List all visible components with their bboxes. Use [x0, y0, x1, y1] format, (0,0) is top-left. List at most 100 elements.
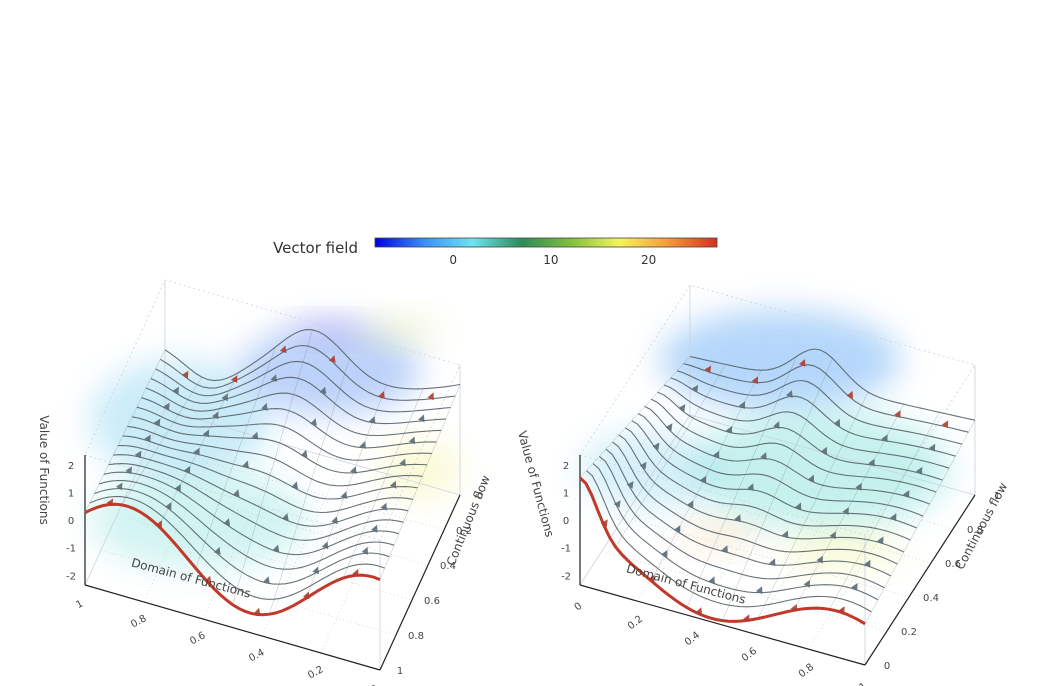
field-haze — [360, 315, 440, 345]
y-axis-line — [864, 494, 976, 666]
vector-arrow — [687, 500, 694, 509]
vector-arrow — [312, 566, 319, 575]
y-tick-label: 0.2 — [456, 526, 472, 537]
vector-arrow — [928, 443, 936, 452]
vector-arrow — [747, 483, 754, 491]
vector-arrow — [181, 370, 189, 379]
z-tick-label: 1 — [68, 488, 74, 499]
vector-arrow — [251, 431, 259, 440]
vector-arrow — [291, 481, 299, 490]
colorbar-tick-2: 20 — [641, 253, 656, 267]
vector-arrow — [652, 442, 660, 451]
vector-arrow — [144, 434, 151, 443]
vector-arrow — [756, 586, 763, 595]
field-haze — [90, 360, 270, 480]
vector-arrow — [221, 393, 228, 402]
x-tick-label: 0.4 — [683, 630, 702, 648]
vector-arrow — [380, 502, 387, 511]
vector-arrow — [214, 546, 221, 555]
x-tick-label: 0.8 — [797, 662, 816, 680]
field-haze — [380, 440, 460, 500]
y-tick-label: 0 — [477, 491, 483, 502]
z-tick-label: -2 — [66, 571, 76, 582]
vector-arrow — [699, 475, 707, 484]
mesh-line — [195, 346, 276, 569]
vector-arrow — [329, 355, 336, 363]
vector-arrow — [165, 502, 172, 510]
vector-arrow — [760, 452, 767, 460]
z-axis-title: Value of Functions — [515, 429, 557, 538]
vector-arrow — [851, 583, 858, 591]
vector-arrow — [820, 446, 828, 455]
vector-arrow — [807, 474, 815, 483]
vector-arrow — [202, 429, 209, 438]
z-axis-title: Value of Functions — [37, 415, 51, 524]
y-axis-line — [379, 494, 461, 671]
vector-arrow — [134, 450, 142, 459]
vector-arrow — [838, 606, 845, 614]
x-tick-label: 1 — [858, 681, 870, 686]
y-tick-label: 0.6 — [424, 596, 440, 607]
axis-lines — [84, 455, 461, 671]
y-tick-label: 0.2 — [901, 627, 917, 638]
vector-arrow — [340, 491, 348, 499]
vector-arrow — [626, 481, 634, 489]
vector-arrow — [300, 449, 308, 458]
colorbar-tick-0: 0 — [449, 253, 457, 267]
mesh-line — [342, 388, 424, 579]
vector-arrow — [279, 345, 287, 354]
z-tick-label: 0 — [68, 516, 74, 527]
y-axis-title: Continuous flow — [953, 480, 1011, 572]
vector-arrow — [915, 466, 923, 475]
mesh-line — [757, 391, 869, 619]
vector-arrow — [163, 402, 170, 411]
vector-arrow — [816, 555, 823, 564]
colorbar: Vector field 0 10 20 — [273, 237, 718, 267]
mesh-line — [615, 364, 726, 548]
vector-arrow — [600, 519, 608, 528]
mesh-line — [722, 358, 833, 621]
vector-arrow — [712, 450, 720, 459]
vector-arrow — [310, 418, 317, 426]
vector-arrow — [389, 480, 397, 489]
vector-arrow — [303, 591, 310, 600]
vector-arrow — [155, 520, 162, 529]
vector-arrow — [172, 386, 179, 395]
vector-arrow — [270, 374, 278, 382]
vector-arrows — [600, 359, 949, 622]
vector-arrow — [223, 518, 231, 526]
y-tick-label: 0.8 — [408, 631, 424, 642]
flow-curves — [578, 348, 976, 626]
vector-arrow — [691, 384, 699, 393]
vector-arrow — [833, 418, 840, 427]
field-haze — [660, 310, 900, 410]
x-tick-label: 0.6 — [188, 630, 207, 647]
mesh-line — [864, 420, 976, 624]
mesh-line — [269, 358, 350, 615]
vector-arrow — [773, 421, 780, 429]
vector-arrow — [751, 376, 758, 385]
y-tick-label: 1 — [994, 491, 1000, 502]
surface-plot-left: 10.80.60.40.2000.20.40.60.81210-1-2Domai… — [37, 279, 493, 686]
mesh-line — [121, 376, 203, 506]
vector-arrow — [116, 482, 123, 491]
x-axis-title: Domain of Functions — [625, 561, 747, 606]
vector-arrow — [877, 536, 884, 545]
surface-plot-right: 0 0.2 0.4 0.6 0.8 1 0 0.2 0.4 0.6 0.8 1 2 1 0 -1 -2 Domai… — [515, 284, 1011, 686]
vector-arrow — [725, 426, 733, 434]
x-tick-label: 0.4 — [247, 647, 266, 664]
vector-arrow — [242, 460, 249, 469]
vector-arrow — [864, 559, 871, 568]
vector-arrow — [803, 579, 810, 588]
vector-arrow — [261, 402, 268, 411]
field-haze — [580, 430, 720, 510]
vector-arrow — [721, 545, 728, 553]
vector-arrow — [781, 530, 789, 539]
vector-arrow — [125, 466, 132, 475]
vector-arrow — [359, 441, 366, 449]
mesh-line — [84, 349, 166, 513]
z-tick-label: -2 — [561, 571, 571, 582]
x-tick-label: 1 — [74, 598, 85, 611]
vector-arrow — [734, 514, 741, 522]
